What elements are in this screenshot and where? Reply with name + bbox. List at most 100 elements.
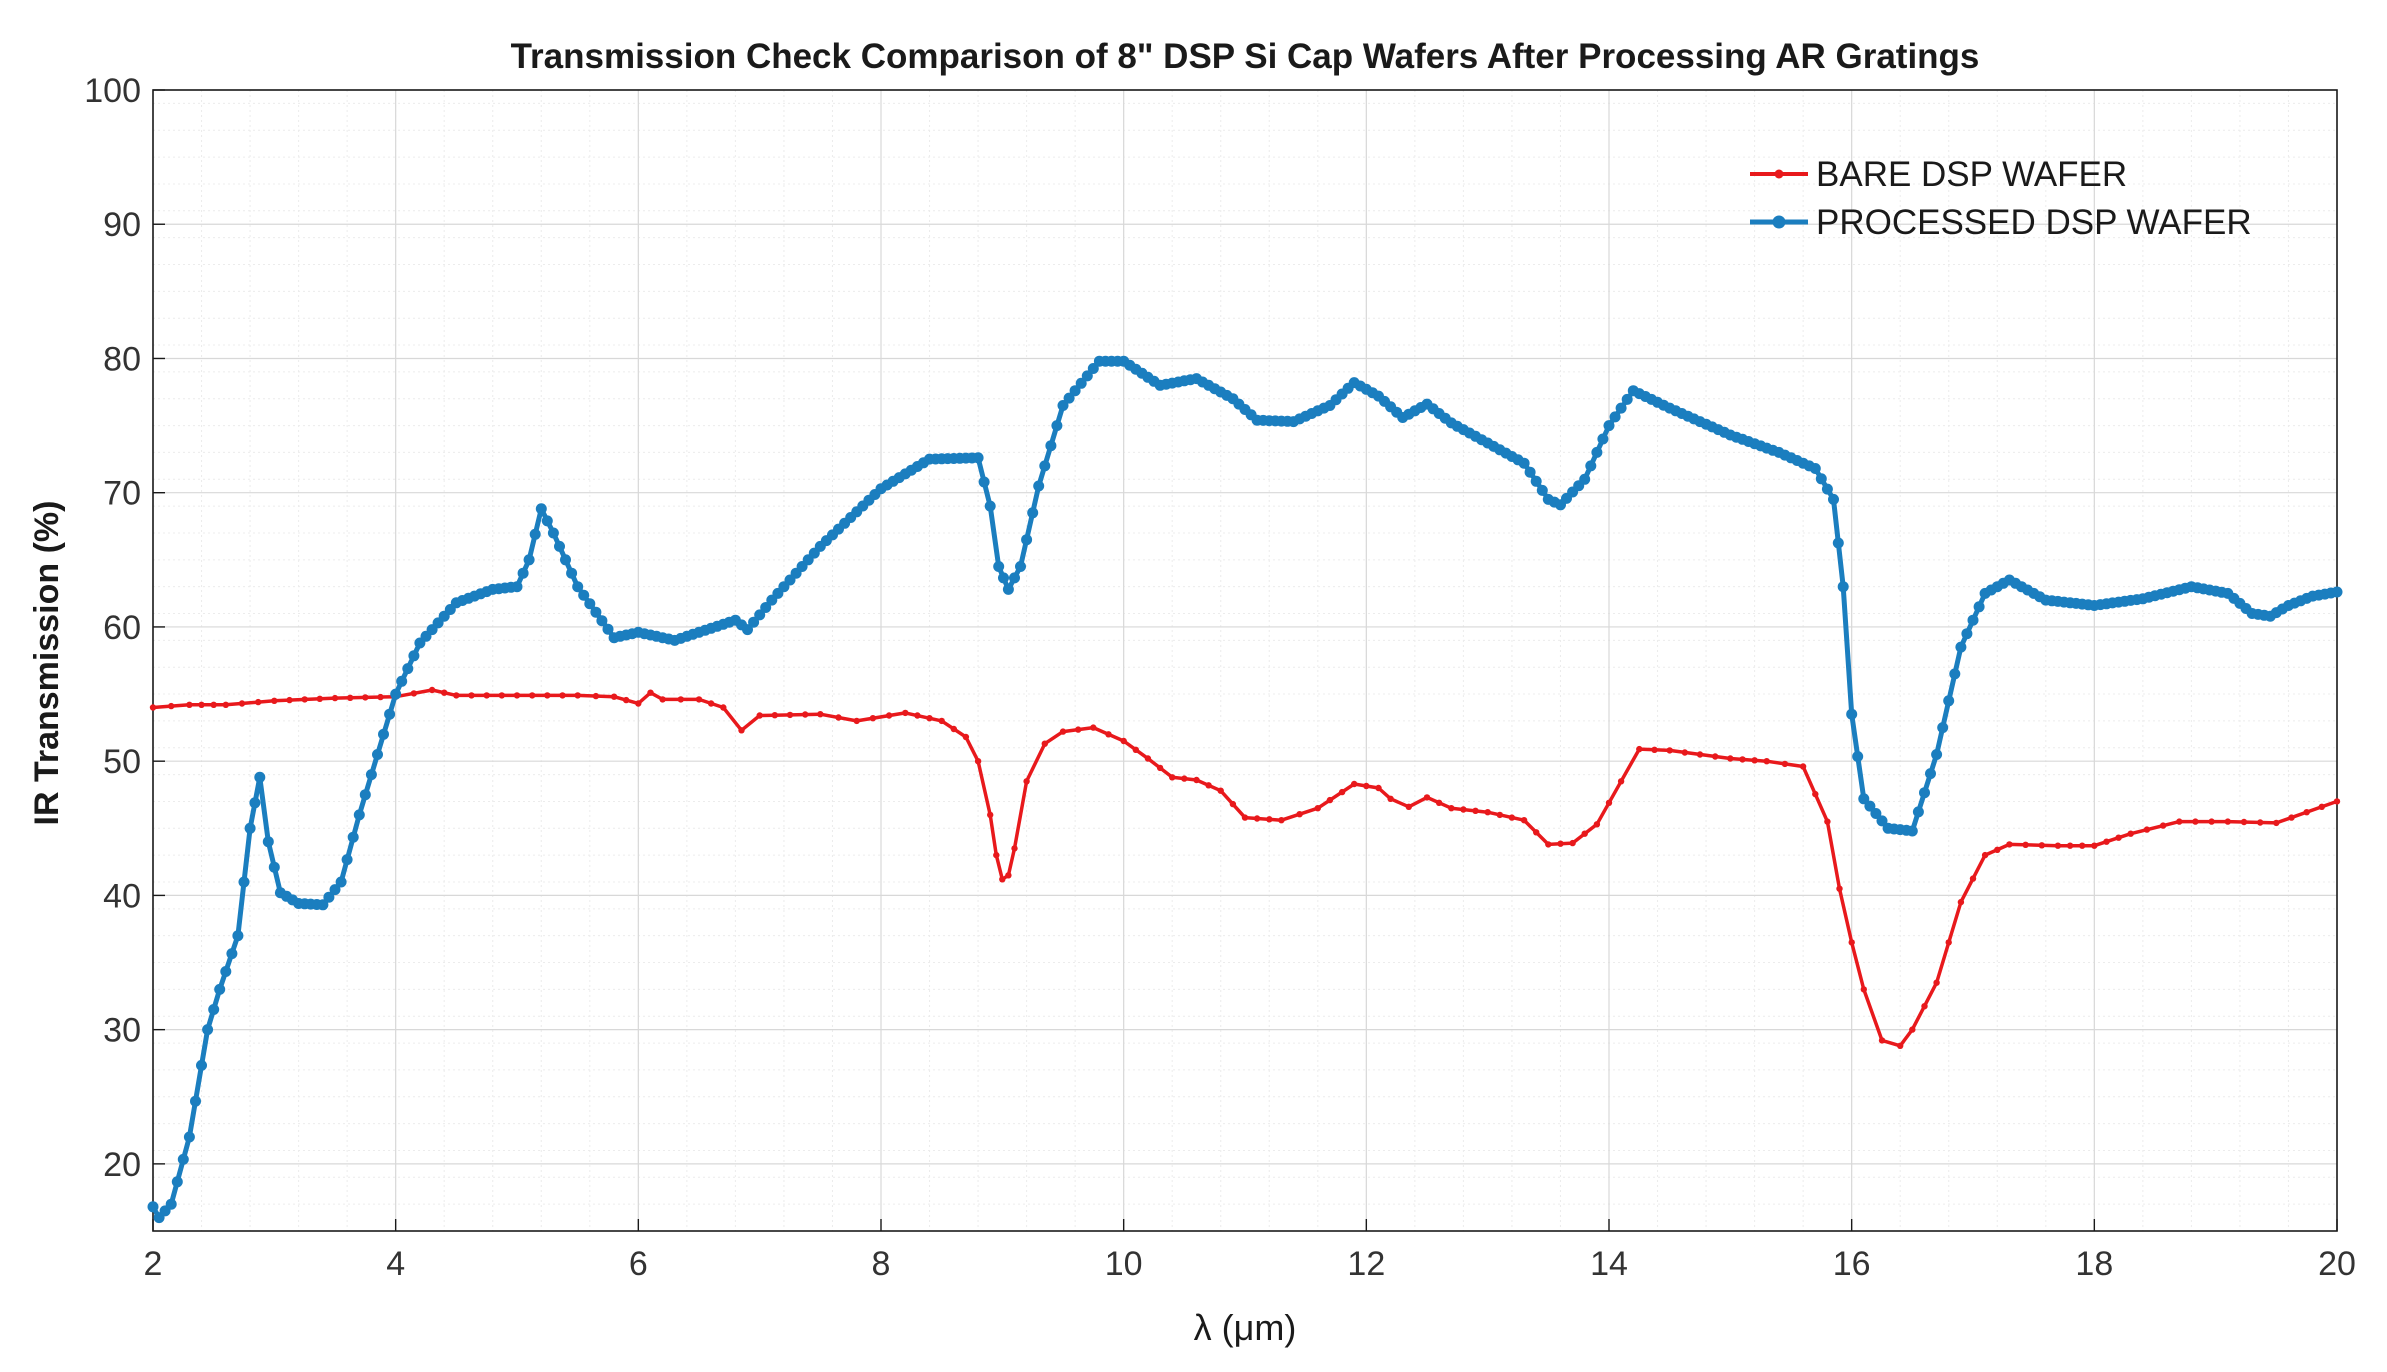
series-marker bbox=[1681, 749, 1689, 756]
series-marker bbox=[1023, 778, 1030, 785]
series-marker bbox=[786, 711, 794, 719]
series-marker bbox=[1241, 814, 1249, 821]
series-marker bbox=[926, 715, 933, 722]
series-marker bbox=[1870, 808, 1882, 819]
series-marker bbox=[610, 693, 618, 700]
y-tick-label: 80 bbox=[103, 340, 141, 378]
series-marker bbox=[1621, 393, 1633, 405]
series-layer bbox=[147, 355, 2343, 1224]
series-marker bbox=[255, 698, 262, 706]
series-marker bbox=[1876, 815, 1888, 827]
series-marker bbox=[572, 581, 584, 593]
series-marker bbox=[993, 851, 1000, 859]
series-marker bbox=[1266, 816, 1273, 823]
x-axis-ticks: 2 4 6 8 10 12 14 16 18 20 bbox=[144, 1219, 2356, 1283]
series-marker bbox=[1969, 875, 1977, 882]
series-marker bbox=[390, 688, 402, 700]
series-marker bbox=[707, 700, 715, 707]
x-tick-label: 18 bbox=[2075, 1245, 2113, 1283]
series-marker bbox=[720, 704, 727, 711]
series-marker bbox=[835, 714, 842, 721]
series-marker bbox=[1957, 898, 1965, 906]
series-marker bbox=[441, 689, 448, 696]
series-marker bbox=[1597, 433, 1609, 445]
series-marker bbox=[748, 616, 760, 628]
series-marker bbox=[1727, 755, 1734, 762]
series-marker bbox=[547, 527, 559, 539]
y-tick-label: 50 bbox=[103, 743, 141, 781]
series-marker bbox=[226, 948, 238, 960]
series-marker bbox=[523, 554, 535, 566]
series-marker bbox=[335, 876, 347, 888]
series-marker bbox=[1836, 885, 1843, 892]
series-marker bbox=[468, 692, 475, 699]
y-axis-label: IR Transmission (%) bbox=[28, 501, 66, 826]
series-marker bbox=[1585, 460, 1597, 472]
series-marker bbox=[1033, 480, 1045, 492]
series-marker bbox=[1069, 385, 1081, 397]
series-marker bbox=[186, 701, 193, 708]
series-marker bbox=[962, 733, 970, 741]
series-marker bbox=[2224, 818, 2231, 825]
series-marker bbox=[210, 701, 217, 708]
series-marker bbox=[1217, 787, 1224, 794]
series-marker bbox=[1651, 746, 1658, 753]
series-marker bbox=[1569, 839, 1576, 847]
series-marker bbox=[317, 899, 329, 911]
series-marker bbox=[869, 715, 877, 722]
legend-marker-processed bbox=[1772, 215, 1786, 229]
series-marker bbox=[972, 452, 984, 464]
series-marker bbox=[2054, 842, 2062, 849]
series-marker bbox=[1039, 460, 1051, 472]
x-tick-label: 4 bbox=[386, 1245, 405, 1283]
series-marker bbox=[1912, 806, 1924, 818]
series-marker bbox=[1943, 695, 1955, 707]
series-marker bbox=[198, 701, 205, 708]
legend-entry-bare: BARE DSP WAFER bbox=[1750, 155, 2127, 194]
series-marker bbox=[1375, 784, 1382, 792]
series-marker bbox=[202, 1024, 214, 1036]
series-marker bbox=[1193, 776, 1200, 784]
series-marker bbox=[1484, 809, 1491, 816]
series-marker bbox=[2303, 809, 2310, 816]
y-tick-label: 90 bbox=[103, 206, 141, 244]
x-axis-label: λ (μm) bbox=[1194, 1307, 1297, 1348]
series-marker bbox=[1278, 817, 1285, 824]
series-marker bbox=[1603, 420, 1615, 432]
series-marker bbox=[885, 712, 893, 719]
series-marker bbox=[2079, 842, 2086, 849]
series-marker bbox=[254, 771, 266, 783]
series-marker bbox=[1973, 601, 1985, 613]
series-marker bbox=[1591, 446, 1603, 458]
series-marker bbox=[853, 717, 860, 725]
series-marker bbox=[271, 697, 278, 704]
series-marker bbox=[1878, 1037, 1886, 1044]
series-marker bbox=[742, 624, 753, 636]
x-tick-label: 12 bbox=[1347, 1245, 1385, 1283]
series-marker bbox=[590, 606, 602, 618]
series-marker bbox=[517, 567, 529, 579]
series-marker bbox=[183, 1131, 195, 1143]
series-marker bbox=[1041, 740, 1049, 747]
series-marker bbox=[190, 1095, 201, 1107]
series-marker bbox=[2318, 803, 2325, 810]
series-marker bbox=[1945, 939, 1952, 946]
series-marker bbox=[1579, 473, 1591, 485]
series-marker bbox=[214, 983, 226, 995]
series-marker bbox=[1933, 979, 1940, 986]
series-processed-dsp-wafer bbox=[147, 355, 2343, 1224]
series-marker bbox=[1496, 811, 1504, 819]
series-marker bbox=[1809, 463, 1821, 474]
x-tick-label: 16 bbox=[1833, 1245, 1871, 1283]
series-marker bbox=[378, 728, 389, 740]
series-marker bbox=[498, 692, 505, 699]
series-marker bbox=[1897, 1042, 1904, 1050]
series-marker bbox=[1011, 845, 1018, 852]
series-marker bbox=[1253, 815, 1261, 822]
series-marker bbox=[1994, 846, 2001, 853]
series-marker bbox=[453, 692, 460, 699]
series-marker bbox=[1132, 746, 1140, 753]
series-marker bbox=[1919, 787, 1930, 799]
series-marker bbox=[1363, 782, 1370, 790]
